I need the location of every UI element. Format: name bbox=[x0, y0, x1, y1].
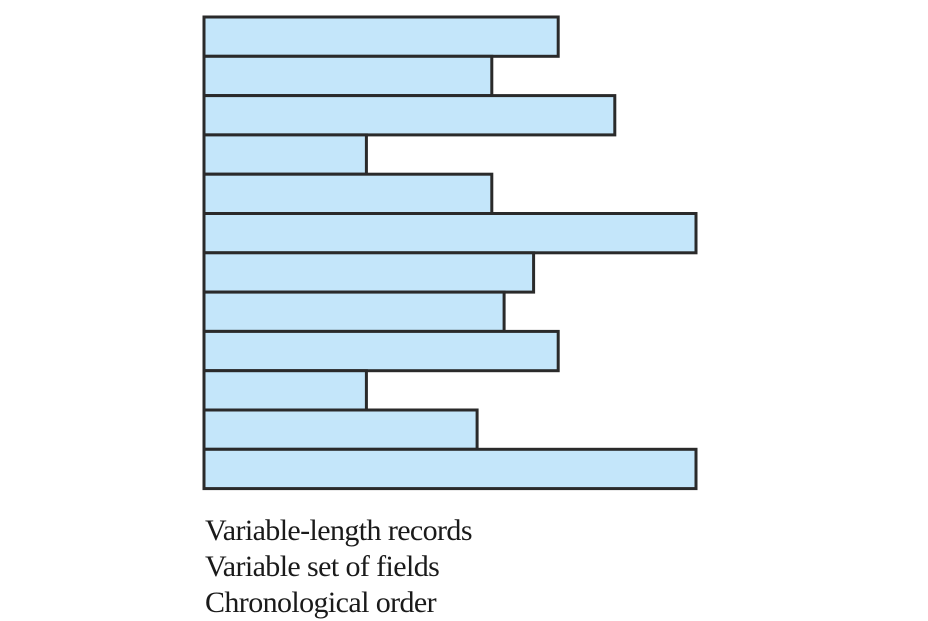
file-records-diagram bbox=[202, 15, 698, 491]
record-bar-7 bbox=[202, 251, 536, 294]
record-bar-5 bbox=[202, 172, 494, 215]
caption-line-record-length: Variable-length records bbox=[205, 514, 473, 547]
record-bar-2 bbox=[202, 54, 494, 98]
record-bar-4 bbox=[202, 133, 368, 176]
record-bar-9 bbox=[202, 329, 560, 373]
record-bar-11 bbox=[202, 408, 479, 451]
figure-caption: Variable-length records Variable set of … bbox=[205, 513, 473, 621]
record-bar-12 bbox=[202, 447, 698, 491]
record-bar-6 bbox=[202, 212, 698, 255]
record-bar-8 bbox=[202, 290, 506, 333]
caption-line-field-set: Variable set of fields bbox=[205, 550, 440, 583]
record-bar-1 bbox=[202, 15, 560, 58]
caption-line-ordering: Chronological order bbox=[205, 586, 437, 619]
record-bar-3 bbox=[202, 94, 617, 137]
record-bar-10 bbox=[202, 369, 368, 412]
